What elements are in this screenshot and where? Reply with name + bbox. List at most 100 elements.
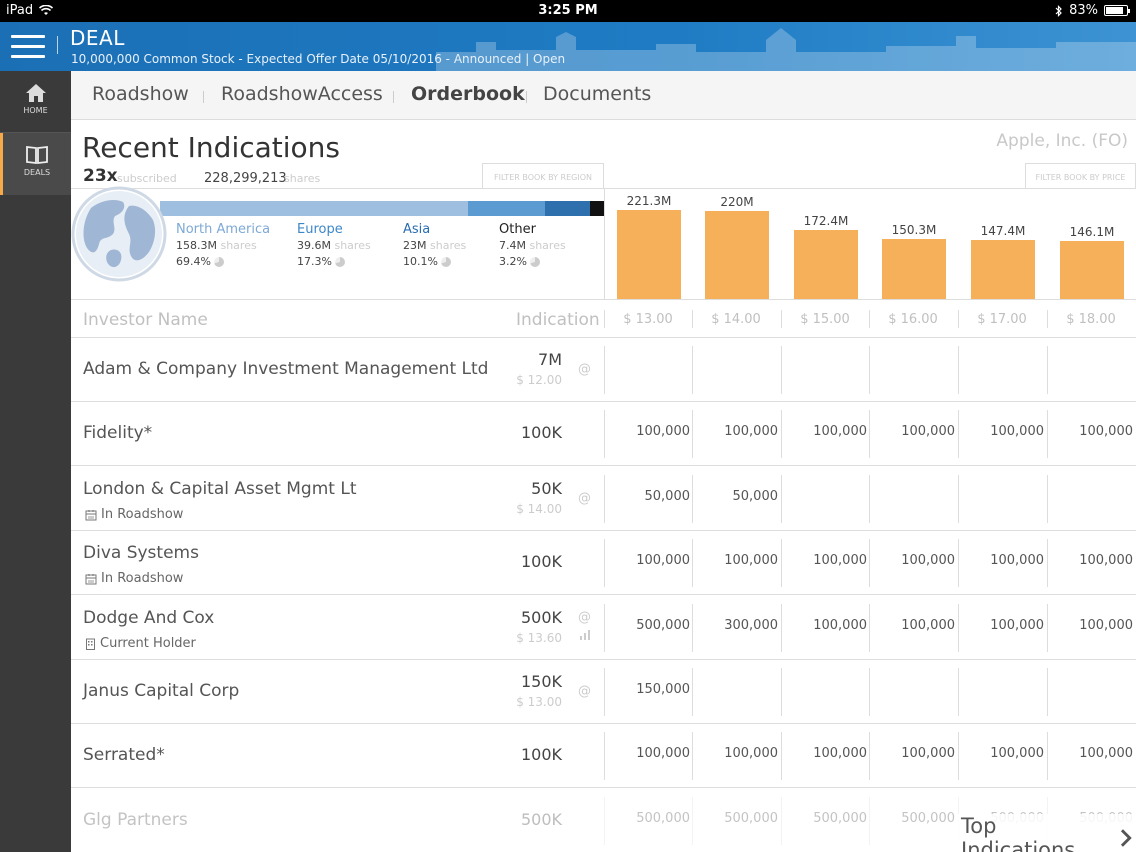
table-row[interactable]: London & Capital Asset Mgmt Lt In Roadsho…	[71, 467, 1136, 531]
column-separator	[781, 410, 782, 458]
tab-documents[interactable]: Documents	[543, 83, 652, 105]
price-cell: 100,000	[636, 424, 690, 439]
investor-name: Glg Partners	[83, 810, 188, 830]
column-separator	[781, 604, 782, 652]
sidebar-item-deals[interactable]: DEALS	[0, 133, 71, 195]
filter-by-region-button[interactable]: FILTER BOOK BY REGION	[482, 163, 604, 189]
column-header-investor[interactable]: Investor Name	[83, 310, 208, 330]
price-cell: 100,000	[813, 618, 867, 633]
table-row[interactable]: Dodge And Cox Current Holder 500K $ 13.60 @5…	[71, 596, 1136, 660]
price-bar[interactable]	[882, 239, 946, 299]
top-indications-link[interactable]: Top Indications	[957, 814, 1136, 852]
column-separator	[781, 732, 782, 780]
table-row[interactable]: Adam & Company Investment Management Ltd…	[71, 338, 1136, 402]
investor-note-label: In Roadshow	[101, 571, 184, 586]
price-cell: 100,000	[636, 746, 690, 761]
column-separator	[958, 475, 959, 523]
price-cell: 500,000	[636, 811, 690, 826]
region-other[interactable]: Other 7.4M shares 3.2%	[499, 222, 566, 268]
region-percent: 17.3%	[297, 255, 332, 268]
region-europe[interactable]: Europe 39.6M shares 17.3%	[297, 222, 371, 268]
column-separator	[781, 346, 782, 394]
region-shares-label: shares	[220, 239, 257, 252]
table-row[interactable]: Diva Systems In Roadshow 100K 100,000 100,00…	[71, 531, 1136, 595]
table-row[interactable]: Fidelity* 100K 100,000 100,000 100,000 100,00…	[71, 402, 1136, 466]
region-north-america[interactable]: North America 158.3M shares 69.4%	[176, 222, 270, 268]
column-separator	[692, 668, 693, 716]
price-bar[interactable]	[617, 210, 681, 299]
column-separator	[781, 475, 782, 523]
column-separator	[1047, 732, 1048, 780]
column-separator	[958, 310, 959, 328]
calendar-icon	[85, 509, 97, 520]
battery-percent: 83%	[1069, 3, 1098, 18]
column-header-price[interactable]: $ 16.00	[888, 312, 938, 327]
price-bar[interactable]	[794, 230, 858, 299]
region-shares-label: shares	[529, 239, 566, 252]
status-bar: iPad 3:25 PM 83%	[0, 0, 1136, 22]
top-indications-label: Top Indications	[961, 814, 1076, 852]
price-cell: 100,000	[1079, 553, 1133, 568]
filter-by-price-button[interactable]: FILTER BOOK BY PRICE	[1025, 163, 1136, 189]
menu-button[interactable]	[11, 35, 45, 59]
column-separator	[958, 604, 959, 652]
column-separator	[958, 732, 959, 780]
column-header-price[interactable]: $ 13.00	[623, 312, 673, 327]
column-separator	[781, 310, 782, 328]
price-cell: 100,000	[990, 618, 1044, 633]
book-icon	[26, 145, 48, 165]
table-header: Investor Name Indication $ 13.00 $ 14.00 $…	[71, 299, 1136, 338]
region-name: Europe	[297, 222, 343, 237]
column-separator	[604, 604, 605, 652]
price-bar[interactable]	[705, 211, 769, 299]
tab-roadshow-access[interactable]: RoadshowAccess	[221, 83, 383, 105]
region-asia[interactable]: Asia 23M shares 10.1%	[403, 222, 466, 268]
column-separator	[1047, 604, 1048, 652]
price-cell: 100,000	[636, 553, 690, 568]
table-row[interactable]: Serrated* 100K 100,000 100,000 100,000 100,00…	[71, 724, 1136, 788]
price-cell: 100,000	[990, 553, 1044, 568]
indication-price: $ 13.60	[516, 631, 562, 645]
globe-icon	[71, 186, 167, 282]
price-bar[interactable]	[1060, 241, 1124, 299]
column-separator	[692, 539, 693, 587]
indication-amount: 7M	[538, 350, 562, 369]
column-separator	[692, 475, 693, 523]
indication-amount: 500K	[520, 810, 562, 829]
app-header: DEAL 10,000,000 Common Stock - Expected …	[0, 22, 1136, 71]
column-header-price[interactable]: $ 18.00	[1066, 312, 1116, 327]
column-separator	[869, 539, 870, 587]
indication-price: $ 12.00	[516, 373, 562, 387]
price-cell: 500,000	[724, 811, 778, 826]
column-header-indication[interactable]: Indication	[516, 310, 600, 330]
total-shares: 228,299,213	[204, 171, 287, 186]
column-header-price[interactable]: $ 15.00	[800, 312, 850, 327]
device-name: iPad	[6, 3, 34, 18]
column-separator	[958, 410, 959, 458]
clock: 3:25 PM	[538, 3, 598, 18]
price-bar[interactable]	[971, 240, 1035, 299]
indication-price: $ 14.00	[516, 502, 562, 516]
price-bar-label: 221.3M	[626, 194, 672, 208]
column-separator	[692, 410, 693, 458]
column-separator	[692, 310, 693, 328]
indication-amount: 100K	[520, 552, 562, 571]
investor-name: Serrated*	[83, 745, 165, 765]
sidebar-item-home[interactable]: HOME	[0, 71, 71, 133]
region-shares: 39.6M	[297, 239, 331, 252]
price-chart: 221.3M 220M 172.4M 150.3M 147.4M 146.1M	[604, 188, 1136, 299]
investor-note: In Roadshow	[85, 571, 183, 586]
column-separator	[781, 539, 782, 587]
skyline-decoration	[436, 28, 1136, 71]
region-shares-label: shares	[430, 239, 467, 252]
wifi-icon	[39, 5, 54, 15]
indication-amount: 100K	[520, 745, 562, 764]
column-separator	[1047, 668, 1048, 716]
table-row[interactable]: Janus Capital Corp 150K $ 13.00 @150,000	[71, 660, 1136, 724]
tab-roadshow[interactable]: Roadshow	[92, 83, 189, 105]
column-header-price[interactable]: $ 14.00	[711, 312, 761, 327]
column-header-price[interactable]: $ 17.00	[977, 312, 1027, 327]
price-bar-label: 220M	[720, 195, 754, 209]
price-cell: 100,000	[813, 746, 867, 761]
tab-orderbook[interactable]: Orderbook	[411, 83, 525, 105]
